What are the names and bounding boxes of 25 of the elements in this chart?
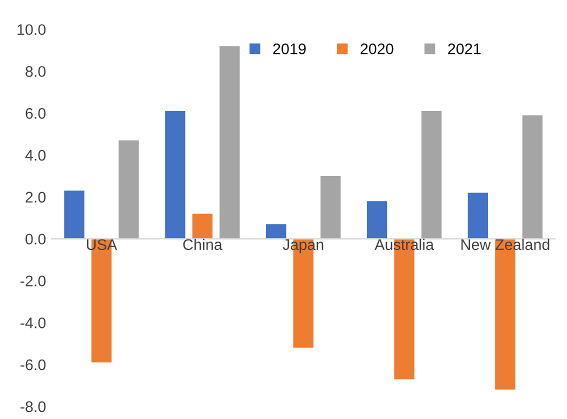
y-tick-label: 2.0 [26, 192, 46, 203]
bar [522, 115, 543, 239]
y-tick-label: 0.0 [26, 234, 46, 245]
legend-label: 2021 [448, 43, 481, 54]
bar [266, 224, 286, 239]
bar [118, 140, 139, 239]
legend-label: 2020 [360, 43, 394, 54]
y-tick-label: 8.0 [26, 66, 46, 77]
bar [421, 111, 442, 239]
bar [320, 176, 341, 239]
y-tick-label: 10.0 [18, 24, 46, 36]
bar [64, 190, 84, 239]
bar [366, 201, 388, 239]
bar [220, 46, 240, 239]
y-tick-label: 6.0 [26, 108, 46, 119]
y-tick-label: 4.0 [25, 150, 46, 161]
y-tick-label: -6.0 [20, 359, 46, 370]
bar [192, 214, 213, 239]
y-tick-label: -4.0 [20, 318, 46, 328]
x-tick-label: China [183, 238, 222, 250]
y-tick-label: -8.0 [20, 401, 46, 412]
y-tick-label: -2.0 [20, 276, 46, 286]
bar [468, 192, 488, 239]
bar [165, 111, 186, 239]
legend-label: 2019 [273, 43, 306, 54]
